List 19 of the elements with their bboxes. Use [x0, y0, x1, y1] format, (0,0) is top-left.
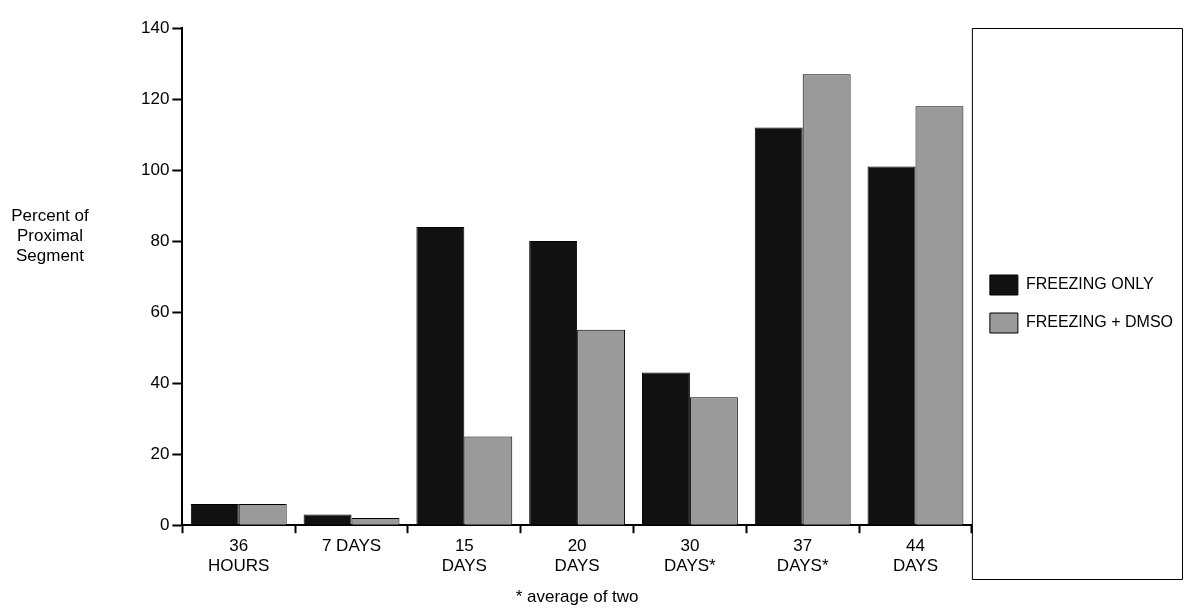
- x-tick-label: 15 DAYS: [441, 536, 487, 576]
- y-tick-label: 120: [140, 88, 170, 108]
- legend-label: FREEZING + DMSO: [1025, 313, 1173, 331]
- x-tick-label: 44 DAYS: [892, 536, 938, 576]
- y-tick-label: 100: [140, 159, 170, 179]
- y-tick-label: 40: [150, 372, 170, 392]
- y-tick-label: 0: [159, 514, 170, 534]
- y-axis-title: Percent of Proximal Segment: [11, 206, 90, 266]
- y-tick-label: 140: [140, 17, 170, 37]
- y-tick-label: 20: [150, 443, 170, 463]
- x-tick-label: 37 DAYS*: [776, 536, 829, 576]
- text: * average of two: [515, 587, 639, 607]
- legend-label: FREEZING ONLY: [1025, 275, 1154, 293]
- x-tick-label: 7 DAYS: [321, 536, 382, 556]
- y-tick-label: 80: [150, 230, 170, 250]
- x-tick-label: 36 HOURS: [208, 536, 270, 576]
- y-tick-label: 60: [150, 301, 170, 321]
- x-tick-label: 20 DAYS: [554, 536, 600, 576]
- x-tick-label: 30 DAYS*: [664, 536, 717, 576]
